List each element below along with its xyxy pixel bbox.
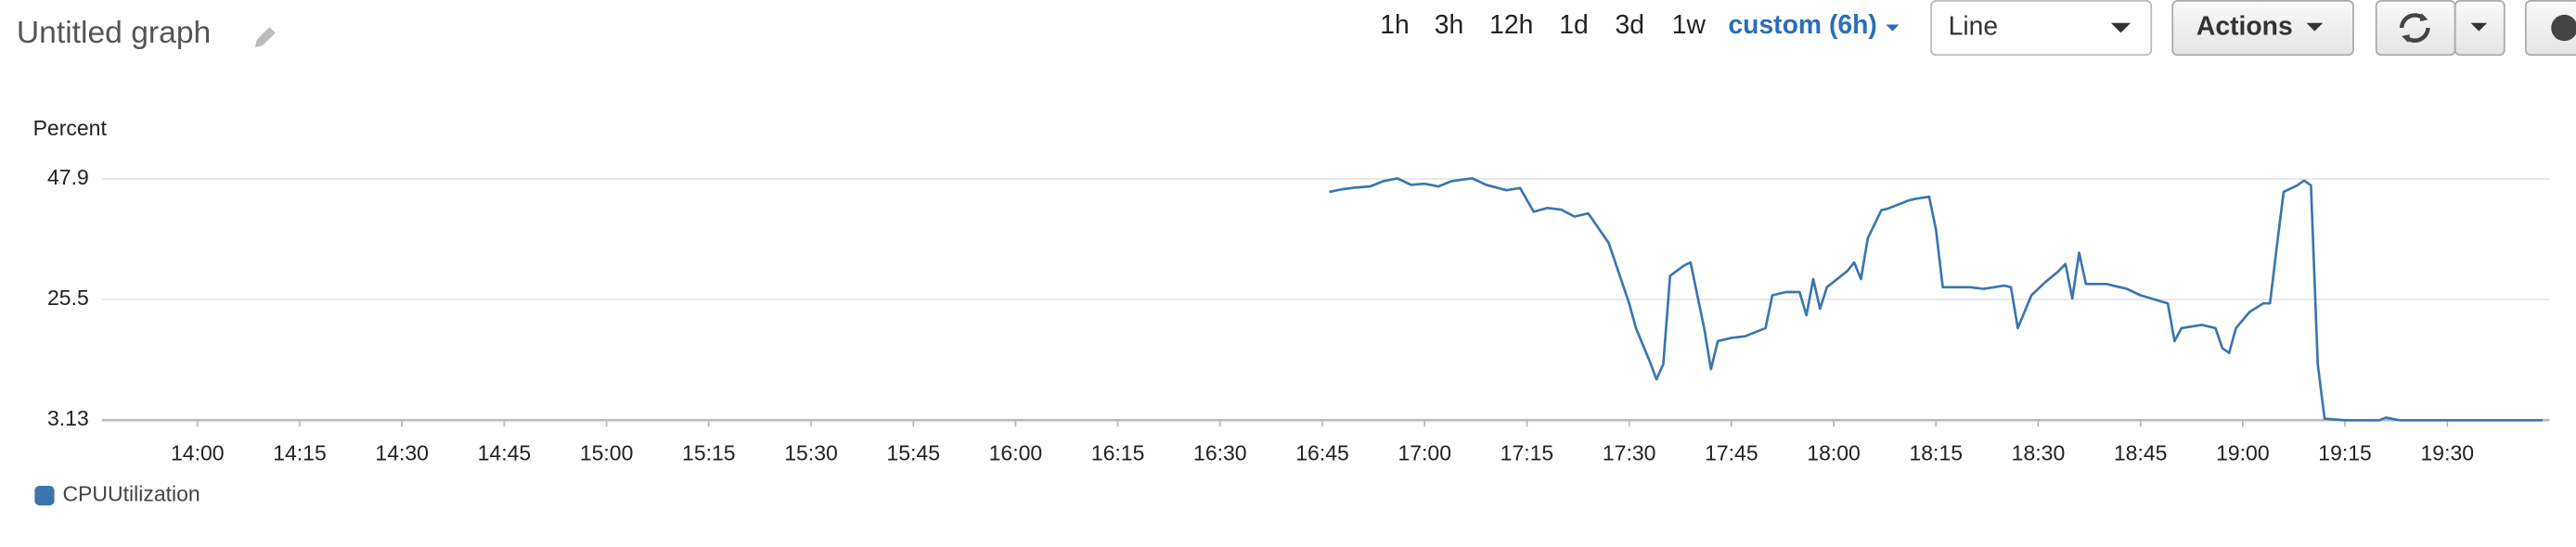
x-tick-label: 16:00	[989, 440, 1043, 464]
graph-title: Untitled graph	[17, 16, 211, 50]
view-select-label[interactable]: Line	[1949, 12, 1999, 42]
select-caret	[2110, 22, 2132, 33]
range-option[interactable]: 1h	[1380, 10, 1410, 40]
actions-button[interactable]	[2171, 0, 2354, 57]
range-option[interactable]: 1d	[1559, 10, 1588, 40]
custom-range[interactable]: custom (6h)	[1728, 10, 1876, 40]
range-option[interactable]: 1w	[1672, 10, 1707, 40]
x-tick-label: 18:15	[1909, 440, 1963, 464]
x-tick-label: 15:30	[784, 440, 838, 464]
refresh-caret	[2470, 22, 2488, 32]
x-tick-label: 14:45	[478, 440, 532, 464]
x-tick-label: 17:45	[1705, 440, 1758, 464]
range-option[interactable]: 3h	[1435, 10, 1463, 40]
x-tick-label: 18:00	[1807, 440, 1861, 464]
x-tick-label: 19:00	[2216, 440, 2270, 464]
actions-label[interactable]: Actions	[2196, 12, 2293, 42]
x-tick-label: 14:15	[273, 440, 327, 464]
x-tick-label: 15:00	[580, 440, 634, 464]
custom-caret[interactable]	[1886, 24, 1900, 32]
y-tick-label: 47.9	[47, 165, 89, 189]
range-option[interactable]: 3d	[1615, 10, 1643, 40]
x-tick-label: 17:30	[1603, 440, 1656, 464]
x-tick-label: 17:15	[1501, 440, 1554, 464]
x-tick-label: 14:30	[375, 440, 429, 464]
x-tick-label: 19:30	[2421, 440, 2475, 464]
x-tick-label: 18:45	[2114, 440, 2168, 464]
refresh-arrows	[2402, 13, 2428, 44]
data-line	[1329, 177, 2544, 422]
actions-caret	[2306, 22, 2324, 32]
x-tick-label: 16:45	[1295, 440, 1349, 464]
help-button[interactable]	[2524, 0, 2576, 57]
y-tick-label: 25.5	[47, 286, 89, 310]
y-tick-label: 3.13	[47, 406, 89, 430]
legend-swatch	[34, 485, 55, 506]
edit-icon[interactable]	[252, 27, 276, 50]
x-tick-label: 17:00	[1397, 440, 1451, 464]
help-icon	[2551, 14, 2576, 42]
x-tick-label: 16:30	[1193, 440, 1247, 464]
x-tick-label: 15:45	[886, 440, 940, 464]
x-tick-label: 18:30	[2012, 440, 2066, 464]
x-tick-label: 15:15	[682, 440, 736, 464]
y-axis-label: Percent	[33, 116, 108, 140]
refresh-button[interactable]	[2375, 0, 2456, 57]
x-tick-label: 16:15	[1091, 440, 1145, 464]
range-option[interactable]: 12h	[1489, 10, 1533, 40]
x-tick-label: 14:00	[171, 440, 225, 464]
view-select[interactable]	[1930, 0, 2153, 57]
legend-label: CPUUtilization	[62, 482, 200, 506]
x-tick-label: 19:15	[2318, 440, 2372, 464]
